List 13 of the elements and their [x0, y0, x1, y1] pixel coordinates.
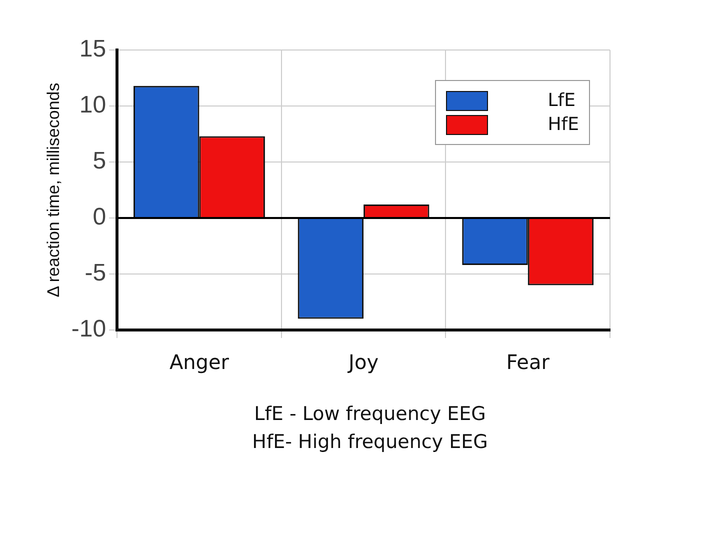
y-tick-label: 10: [79, 92, 106, 119]
x-tick-label: Anger: [169, 350, 230, 374]
y-tick-label: 0: [92, 204, 106, 231]
text: LfE - Low frequency EEG: [253, 402, 487, 427]
y-axis-title: Δ reaction time, milliseconds: [44, 82, 63, 298]
x-tick-label: Joy: [346, 350, 379, 374]
y-tick-label: 5: [92, 148, 106, 175]
x-tick-label: Fear: [506, 350, 550, 374]
legend: LfE HfE: [434, 80, 590, 145]
y-tick-label: -10: [71, 316, 106, 343]
y-tick-label: 15: [79, 36, 106, 63]
text: HfE- High frequency EEG: [251, 430, 489, 455]
y-tick-label: -5: [84, 260, 106, 287]
